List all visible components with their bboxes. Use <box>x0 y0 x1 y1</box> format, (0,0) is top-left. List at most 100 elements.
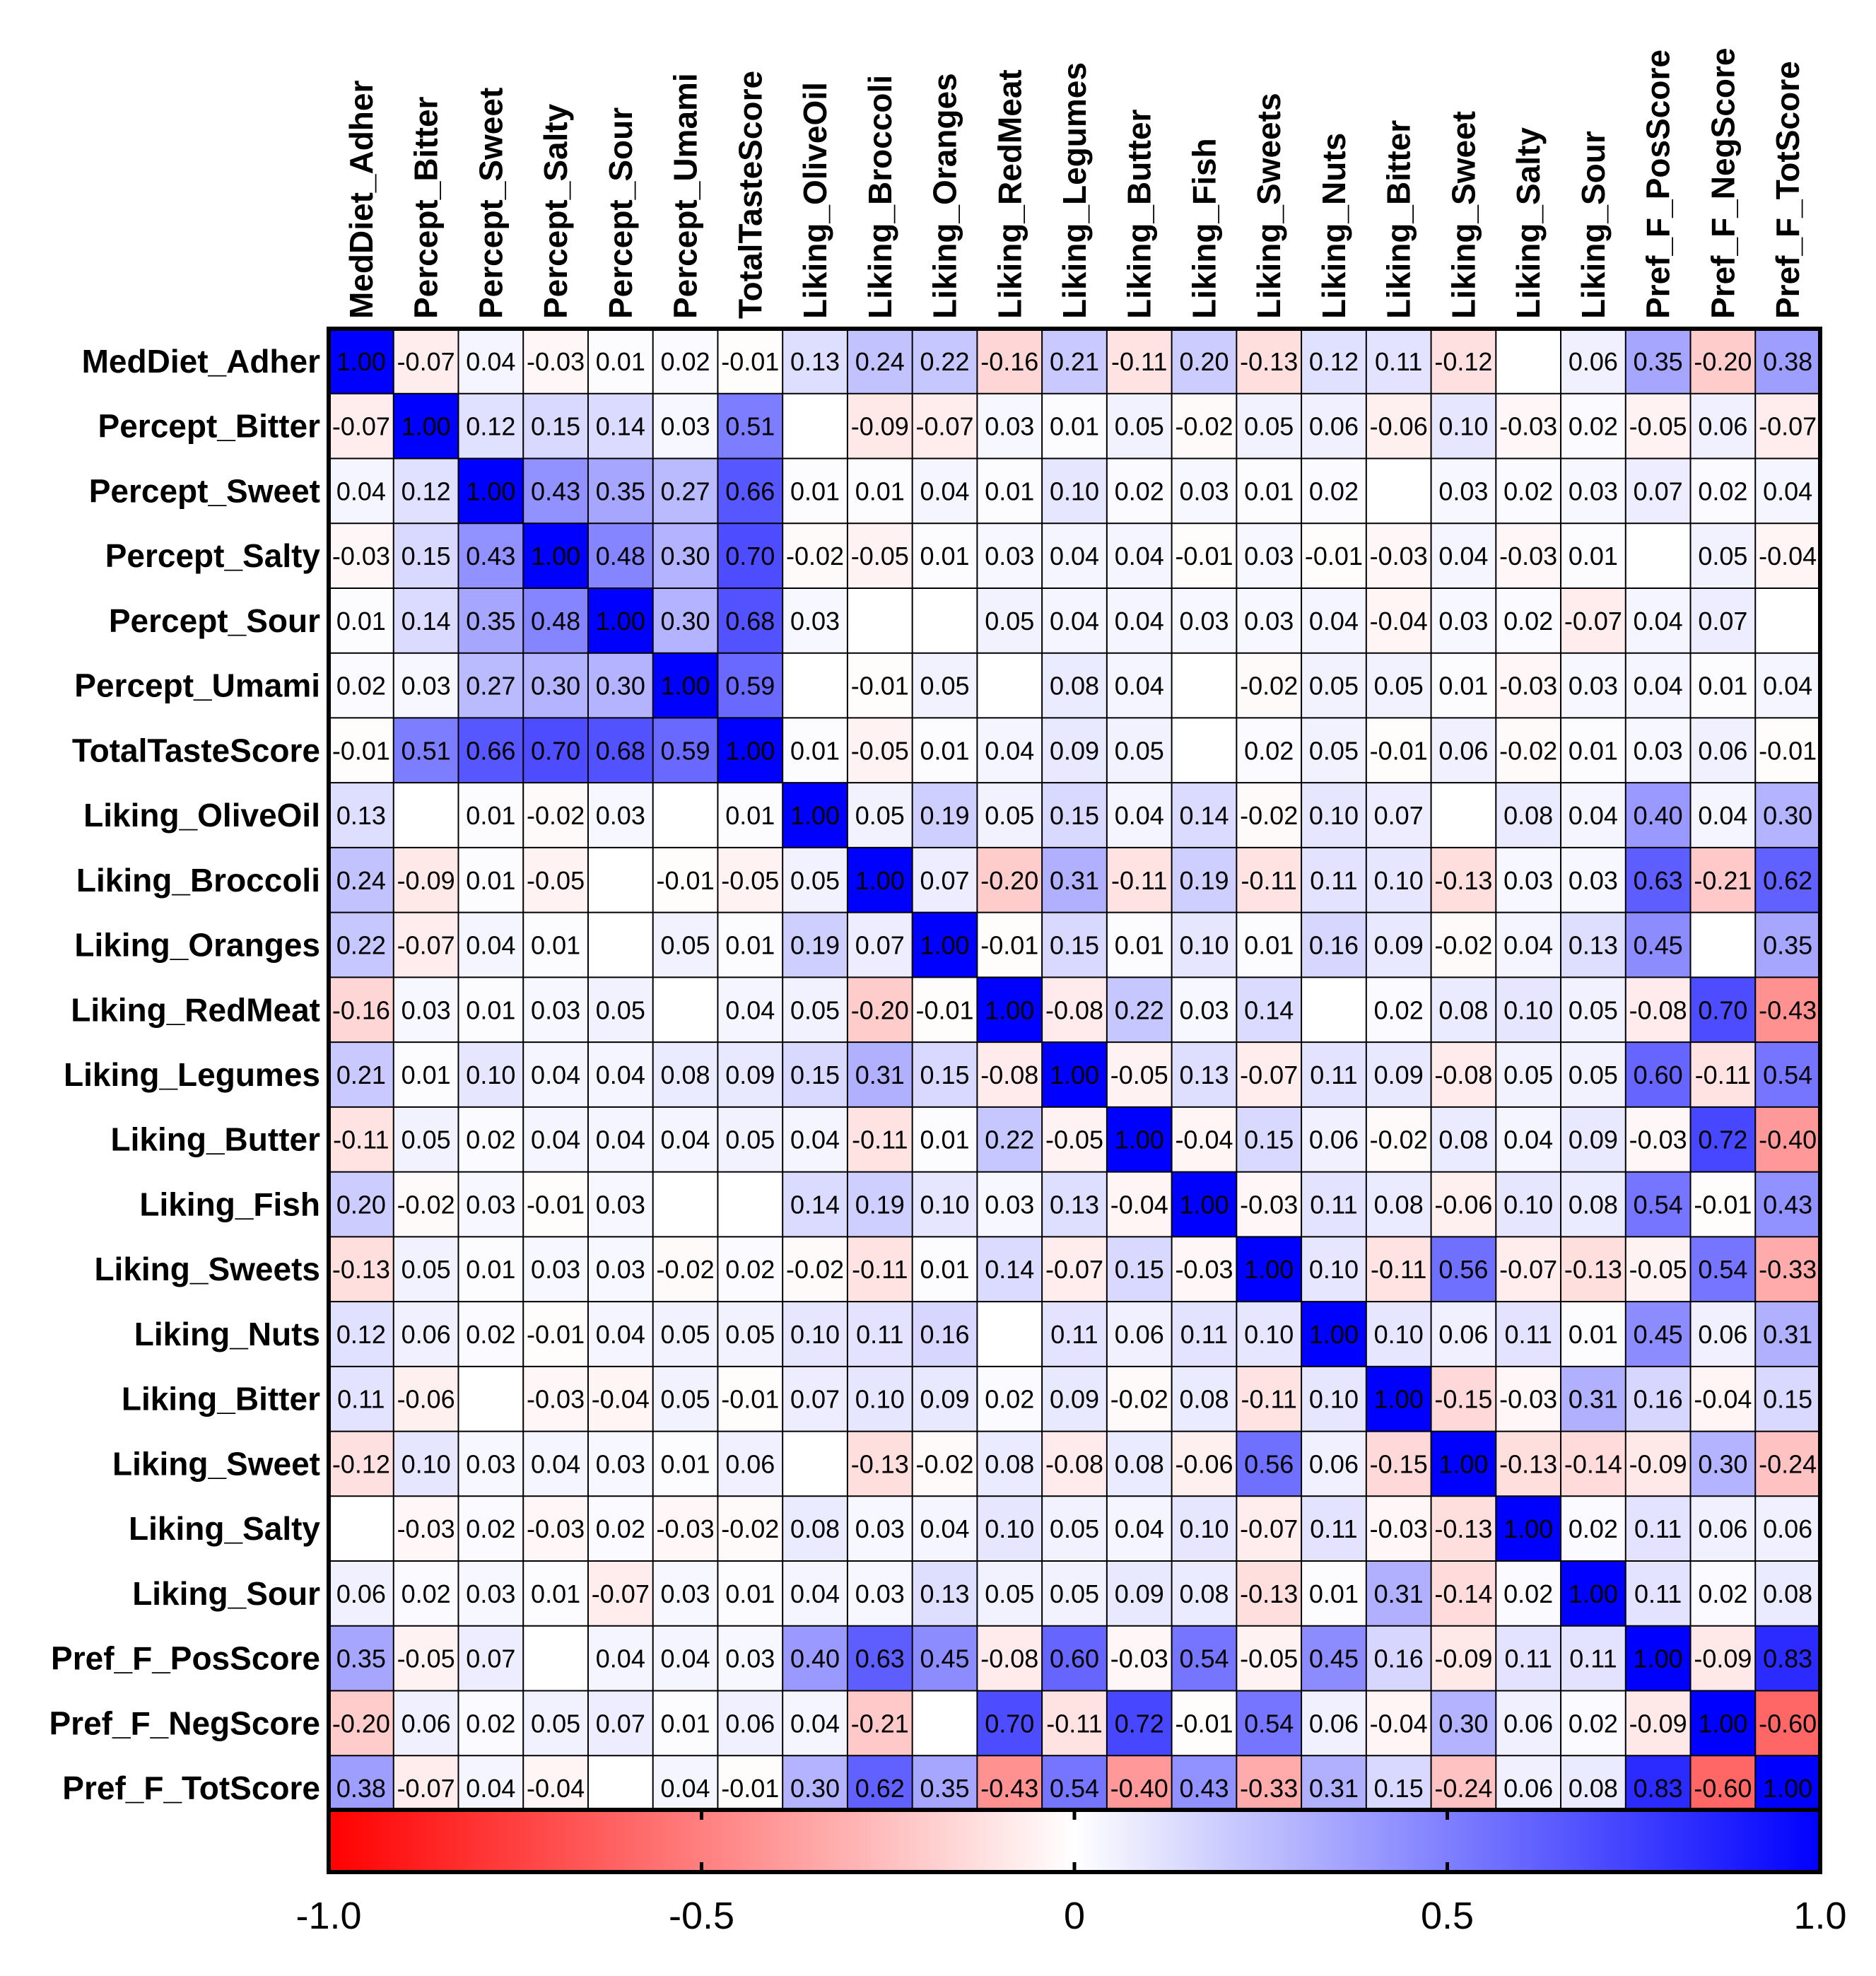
cell-value-label: 0.13 <box>336 801 386 830</box>
cell-value-label: 0.02 <box>1569 1709 1618 1738</box>
cell-value-label: 0.07 <box>596 1709 645 1738</box>
column-label: Percept_Bitter <box>408 96 445 319</box>
cell-value-label: 0.24 <box>855 347 905 376</box>
cell-value-label: 0.06 <box>401 1709 451 1738</box>
cell-value-label: -0.03 <box>1629 1126 1687 1154</box>
heatmap-cell <box>1172 718 1237 783</box>
cell-value-label: 0.04 <box>661 1126 710 1154</box>
cell-value-label: 0.11 <box>1310 1190 1357 1219</box>
heatmap-cell <box>1496 329 1561 394</box>
cell-value-label: 0.10 <box>1309 801 1359 830</box>
cell-value-label: 0.21 <box>1050 347 1099 376</box>
heatmap-cell <box>782 1432 848 1497</box>
cell-value-label: 1.00 <box>1634 1644 1683 1673</box>
cell-value-label: -0.07 <box>915 412 973 441</box>
cell-value-label: -0.03 <box>1499 412 1557 441</box>
cell-value-label: 0.08 <box>1438 1126 1488 1154</box>
cell-value-label: 0.83 <box>1763 1644 1812 1673</box>
cell-value-label: -0.43 <box>980 1774 1038 1803</box>
cell-value-label: 0.05 <box>1115 736 1164 765</box>
cell-value-label: 0.04 <box>1050 607 1099 636</box>
cell-value-label: 1.00 <box>401 412 451 441</box>
cell-value-label: 0.03 <box>1569 672 1618 701</box>
cell-value-label: -0.40 <box>1759 1126 1817 1154</box>
cell-value-label: -0.07 <box>1564 607 1622 636</box>
heatmap-cell <box>653 977 718 1042</box>
heatmap-cell <box>1366 458 1431 523</box>
cell-value-label: 0.31 <box>1050 866 1099 895</box>
correlation-heatmap: 1.00 -0.07 0.04 -0.03 0.01 0.02 -0.01 0.13 0.24 0… <box>0 0 1876 1972</box>
cell-value-label: -0.13 <box>1434 866 1492 895</box>
cell-value-label: 0.03 <box>1244 607 1294 636</box>
heatmap-cell <box>588 848 653 913</box>
cell-value-label: 0.11 <box>1310 866 1357 895</box>
cell-value-label: -0.02 <box>721 1514 779 1543</box>
cell-value-label: 0.83 <box>1634 1774 1683 1803</box>
cell-value-label: 0.30 <box>1438 1709 1488 1738</box>
cell-value-label: 0.16 <box>920 1320 969 1349</box>
cell-value-label: -0.11 <box>1046 1709 1102 1738</box>
cell-value-label: -0.06 <box>1434 1190 1492 1219</box>
cell-value-label: -0.05 <box>851 542 909 571</box>
column-label: Liking_Nuts <box>1315 133 1352 319</box>
row-label: Liking_Sour <box>132 1575 320 1612</box>
cell-value-label: 0.05 <box>661 931 710 960</box>
cell-value-label: 0.19 <box>920 801 969 830</box>
cell-value-label: 0.05 <box>1309 672 1359 701</box>
cell-value-label: 0.66 <box>725 477 775 505</box>
cell-value-label: 0.05 <box>1244 412 1294 441</box>
cell-value-label: 0.06 <box>1438 736 1488 765</box>
cell-value-label: -0.40 <box>1110 1774 1168 1803</box>
cell-value-label: 0.70 <box>531 736 580 765</box>
cell-value-label: -0.01 <box>527 1190 585 1219</box>
cell-value-label: 0.51 <box>401 736 451 765</box>
cell-value-label: 1.00 <box>1569 1579 1618 1608</box>
cell-value-label: -0.02 <box>1434 931 1492 960</box>
column-label: Liking_Butter <box>1121 109 1158 319</box>
row-label: Liking_OliveOil <box>83 797 320 834</box>
heatmap-cell <box>1431 783 1496 848</box>
cell-value-label: 0.38 <box>1763 347 1812 376</box>
cell-value-label: 0.56 <box>1244 1449 1294 1478</box>
cell-value-label: 0.15 <box>401 542 451 571</box>
cell-value-label: 0.03 <box>855 1579 905 1608</box>
cell-value-label: -0.09 <box>1434 1644 1492 1673</box>
cell-value-label: 0.15 <box>1244 1126 1294 1154</box>
cell-value-label: 0.03 <box>790 607 840 636</box>
cell-value-label: 0.13 <box>1569 931 1618 960</box>
cell-value-label: -0.09 <box>1694 1644 1752 1673</box>
cell-value-label: -0.05 <box>721 866 779 895</box>
heatmap-cell <box>1626 523 1691 588</box>
cell-value-label: 0.54 <box>1763 1060 1812 1089</box>
cell-value-label: 0.06 <box>1115 1320 1164 1349</box>
cell-value-label: 0.05 <box>1309 736 1359 765</box>
cell-value-label: -0.33 <box>1240 1774 1298 1803</box>
cell-value-label: -0.01 <box>1759 736 1817 765</box>
cell-value-label: 0.54 <box>1244 1709 1294 1738</box>
cell-value-label: -0.01 <box>1175 1709 1233 1738</box>
cell-value-label: 0.04 <box>1115 542 1164 571</box>
heatmap-cell <box>523 1626 588 1691</box>
cell-value-label: 1.00 <box>1179 1190 1229 1219</box>
cell-value-label: -0.01 <box>657 866 715 895</box>
cell-value-label: -0.60 <box>1759 1709 1817 1738</box>
row-label: Percept_Salty <box>105 537 321 574</box>
cell-value-label: 0.30 <box>661 542 710 571</box>
cell-value-label: 0.09 <box>1050 1385 1099 1414</box>
cell-value-label: -0.09 <box>1629 1449 1687 1478</box>
cell-value-label: 0.14 <box>1244 995 1294 1024</box>
cell-value-label: 0.02 <box>1374 995 1424 1024</box>
cell-value-label: 0.19 <box>855 1190 905 1219</box>
cell-value-label: -0.03 <box>1240 1190 1298 1219</box>
cell-value-label: 0.16 <box>1374 1644 1424 1673</box>
cell-value-label: 0.10 <box>466 1060 515 1089</box>
row-label: Pref_F_PosScore <box>51 1640 320 1677</box>
cell-value-label: 0.03 <box>985 412 1034 441</box>
cell-value-label: 0.01 <box>790 477 840 505</box>
cell-value-label: 0.20 <box>336 1190 386 1219</box>
cell-value-label: -0.09 <box>1629 1709 1687 1738</box>
cell-value-label: 0.11 <box>1375 347 1422 376</box>
cell-value-label: 0.05 <box>1503 1060 1553 1089</box>
cell-value-label: 0.04 <box>1569 801 1618 830</box>
colorbar-tick-label: 0.5 <box>1421 1895 1474 1937</box>
